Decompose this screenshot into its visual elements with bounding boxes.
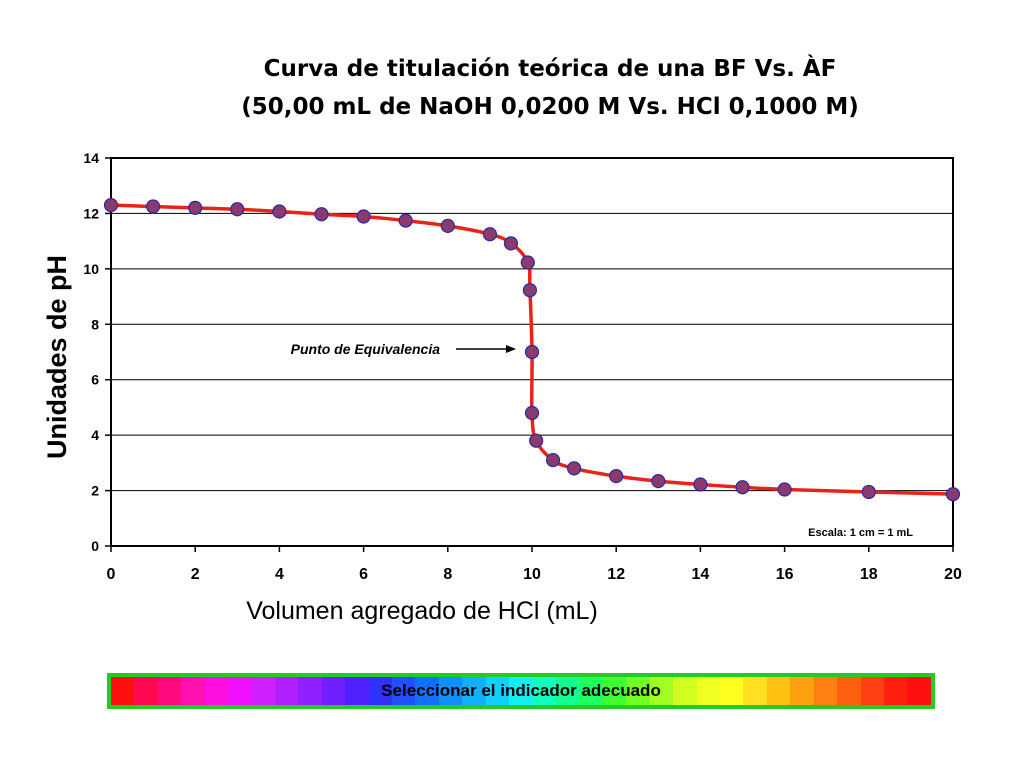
- x-tick-label: 12: [607, 566, 625, 583]
- y-tick-label: 14: [83, 150, 99, 166]
- data-markers: [103, 198, 961, 502]
- y-axis-ticks: 0 2 4 6 8 10 12 14: [83, 150, 111, 554]
- x-tick-label: 2: [191, 566, 200, 583]
- x-tick-label: 20: [944, 566, 962, 583]
- indicator-color-segment: [556, 677, 580, 705]
- equivalence-point-label: Punto de Equivalencia: [291, 341, 441, 357]
- data-point: [103, 198, 119, 213]
- y-tick-label: 12: [83, 205, 99, 221]
- indicator-color-segment: [415, 677, 439, 705]
- x-tick-label: 18: [860, 566, 878, 583]
- data-point: [735, 480, 750, 495]
- data-point: [440, 218, 455, 233]
- data-point: [529, 433, 544, 448]
- data-point: [777, 482, 792, 497]
- data-point: [609, 469, 624, 484]
- chart-title-line1: Curva de titulación teórica de una BF Vs…: [263, 56, 837, 82]
- indicator-color-segment: [766, 677, 791, 705]
- data-point: [272, 204, 287, 219]
- indicator-color-segment: [532, 677, 557, 705]
- indicator-color-segment: [673, 677, 697, 705]
- indicator-color-segment: [228, 677, 252, 705]
- data-point: [566, 461, 582, 476]
- x-tick-label: 16: [776, 566, 794, 583]
- data-point: [861, 484, 876, 500]
- indicator-color-segment: [438, 677, 463, 705]
- data-point: [945, 487, 961, 502]
- indicator-color-segment: [392, 677, 416, 705]
- data-point: [651, 474, 666, 489]
- x-axis-ticks: 0 2 4 6 8 10 12 14 16 18 20: [107, 546, 962, 583]
- indicator-color-segment: [251, 677, 275, 705]
- data-point: [230, 202, 245, 217]
- x-tick-label: 8: [443, 566, 452, 583]
- indicator-color-segment: [813, 677, 838, 705]
- y-tick-label: 6: [91, 372, 99, 388]
- scale-note: Escala: 1 cm = 1 mL: [808, 527, 913, 539]
- y-tick-label: 10: [83, 261, 99, 277]
- indicator-color-segment: [883, 677, 908, 705]
- indicator-color-segment: [907, 677, 931, 705]
- indicator-color-segment: [743, 677, 767, 705]
- x-tick-label: 10: [523, 566, 541, 583]
- x-tick-label: 6: [359, 566, 368, 583]
- data-point: [545, 452, 561, 468]
- indicator-color-segment: [181, 677, 205, 705]
- titration-chart: 0 2 4 6 8 10 12 14 0 2 4 6 8 10 12 14 16 18 20 Punto de E…: [42, 150, 962, 625]
- x-axis-label: Volumen agregado de HCl (mL): [246, 597, 598, 625]
- x-tick-label: 0: [107, 566, 116, 583]
- indicator-color-segment: [485, 677, 510, 705]
- indicator-color-segment: [298, 677, 322, 705]
- x-tick-label: 14: [692, 566, 710, 583]
- indicator-color-segment: [626, 677, 650, 705]
- indicator-color-segment: [649, 677, 674, 705]
- indicator-color-segment: [860, 677, 884, 705]
- indicator-color-segment: [579, 677, 603, 705]
- data-point: [693, 477, 708, 492]
- indicator-color-segment: [368, 677, 393, 705]
- data-point: [520, 255, 535, 270]
- data-point: [522, 283, 537, 298]
- indicator-color-segment: [274, 677, 299, 705]
- data-point: [524, 405, 540, 421]
- equivalence-arrow-head: [506, 345, 516, 353]
- y-tick-label: 4: [91, 427, 99, 443]
- indicator-color-segment: [462, 677, 486, 705]
- y-axis-label: Unidades de pH: [42, 255, 72, 459]
- indicator-color-segment: [837, 677, 861, 705]
- indicator-color-bar[interactable]: [107, 673, 935, 709]
- indicator-color-segment: [345, 677, 369, 705]
- data-point: [146, 199, 161, 214]
- data-point: [524, 344, 540, 360]
- data-point: [314, 207, 329, 222]
- data-point: [188, 200, 203, 215]
- data-point: [356, 209, 371, 224]
- y-tick-label: 0: [91, 538, 99, 554]
- y-tick-label: 2: [91, 483, 99, 499]
- indicator-color-segment: [157, 677, 182, 705]
- indicator-color-segment: [134, 677, 158, 705]
- indicator-color-segment: [790, 677, 814, 705]
- data-point: [482, 227, 497, 242]
- data-point: [398, 213, 413, 228]
- indicator-label: Seleccionar el indicador adecuado: [381, 681, 661, 700]
- indicator-color-segment: [111, 677, 135, 705]
- indicator-color-segment: [602, 677, 627, 705]
- indicator-color-segment: [204, 677, 229, 705]
- indicator-color-segment: [509, 677, 533, 705]
- chart-title-line2: (50,00 mL de NaOH 0,0200 M Vs. HCl 0,100…: [241, 94, 859, 120]
- data-point: [503, 236, 519, 251]
- indicator-color-segment: [696, 677, 720, 705]
- indicator-color-segment: [321, 677, 346, 705]
- indicator-color-segment: [719, 677, 744, 705]
- y-tick-label: 8: [91, 316, 99, 332]
- x-tick-label: 4: [275, 566, 284, 583]
